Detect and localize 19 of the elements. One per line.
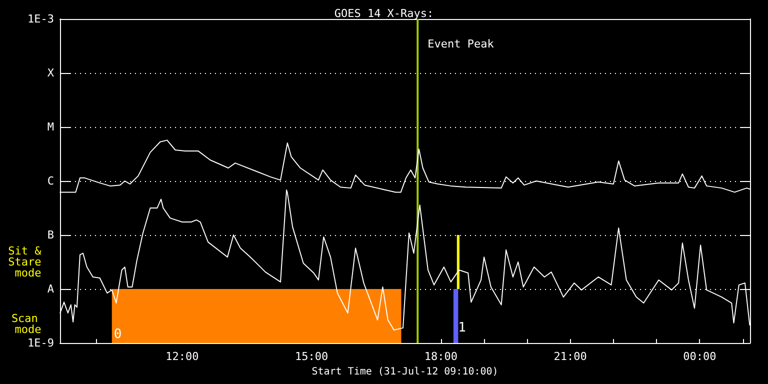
text: Sit & Stare mode: [8, 244, 48, 280]
y-tick-label: X: [47, 66, 54, 80]
text: Scan mode: [11, 312, 45, 336]
y-tick-label: 1E-3: [28, 12, 54, 26]
band-label: 0: [114, 327, 122, 342]
y-tick-label: M: [47, 120, 54, 134]
y-tick-label: C: [47, 174, 54, 188]
x-tick-label: 12:00: [166, 350, 199, 363]
band-label: 1: [458, 320, 466, 336]
y-tick-label: A: [47, 282, 54, 296]
chart-title: GOES 14 X-Rays:: [334, 7, 434, 20]
x-tick-label: 00:00: [683, 350, 716, 363]
x-tick-label: 15:00: [295, 350, 328, 363]
y-tick-label: 1E-9: [28, 336, 54, 350]
x-tick-label: 21:00: [554, 350, 587, 363]
x-tick-label: 18:00: [424, 350, 458, 363]
y-tick-label: B: [47, 228, 54, 242]
ref-line-label: Event Peak: [428, 38, 494, 50]
x-axis-title: Start Time (31-Jul-12 09:10:00): [312, 366, 498, 378]
